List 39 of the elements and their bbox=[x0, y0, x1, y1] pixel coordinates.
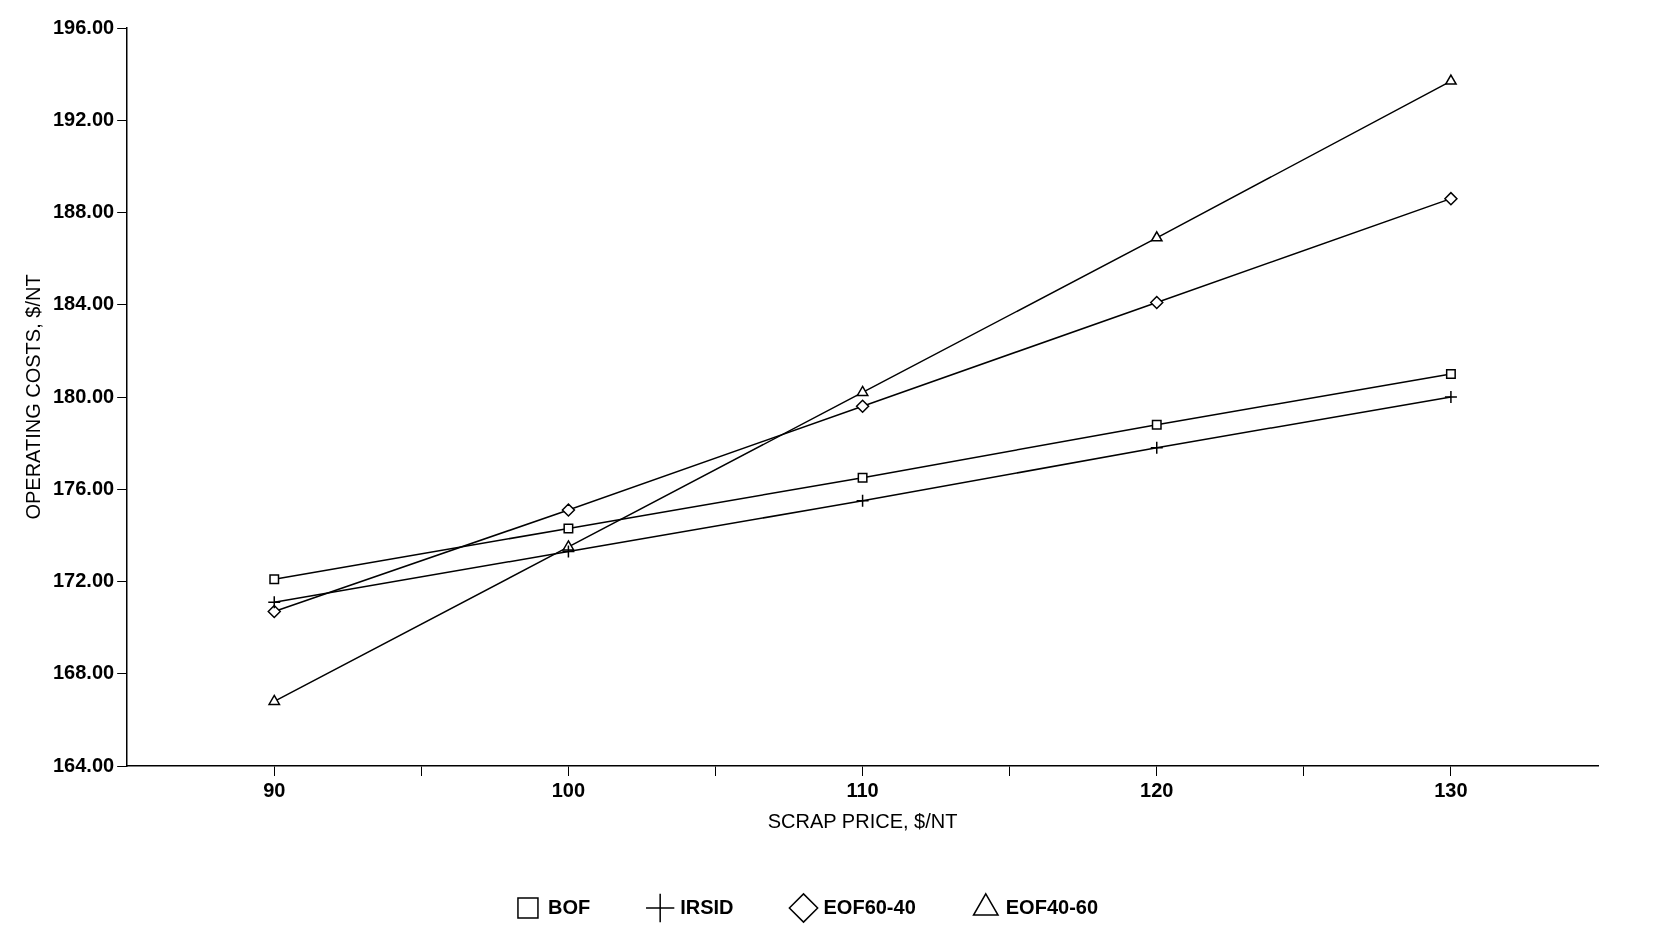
x-tick-label: 120 bbox=[1140, 778, 1174, 801]
legend-label: EOF40-60 bbox=[1005, 895, 1099, 918]
point bbox=[269, 574, 280, 585]
point bbox=[1444, 390, 1458, 404]
point bbox=[561, 544, 576, 559]
point bbox=[855, 399, 870, 413]
point bbox=[561, 503, 576, 517]
point bbox=[1150, 295, 1164, 310]
y-tick-label: 176.00 bbox=[53, 476, 115, 499]
point bbox=[1444, 191, 1458, 206]
y-tick-label: 164.00 bbox=[53, 753, 115, 776]
point bbox=[1150, 440, 1164, 455]
point bbox=[1444, 74, 1457, 85]
x-tick-label: 130 bbox=[1434, 778, 1468, 801]
point bbox=[267, 604, 282, 619]
x-tick-label: 100 bbox=[551, 778, 586, 801]
legend-label: IRSID bbox=[680, 895, 734, 918]
x-axis-title: SCRAP PRICE, $/NT bbox=[767, 809, 958, 832]
legend-label: BOF bbox=[547, 895, 591, 918]
point bbox=[268, 694, 281, 706]
y-tick-label: 184.00 bbox=[53, 292, 115, 315]
point bbox=[563, 523, 574, 534]
y-tick-label: 188.00 bbox=[53, 200, 115, 223]
point bbox=[1150, 231, 1163, 242]
x-tick-label: 110 bbox=[846, 778, 879, 801]
point bbox=[855, 494, 870, 508]
y-tick-label: 192.00 bbox=[53, 107, 115, 130]
y-tick-label: 196.00 bbox=[53, 15, 115, 38]
point bbox=[1151, 419, 1162, 430]
y-axis-title: OPERATING COSTS, $/NT bbox=[21, 274, 44, 520]
point bbox=[857, 472, 868, 483]
y-tick-label: 180.00 bbox=[53, 384, 115, 407]
point bbox=[562, 540, 575, 551]
y-tick-label: 168.00 bbox=[53, 661, 115, 684]
y-tick-label: 172.00 bbox=[53, 569, 115, 592]
legend-label: EOF60-40 bbox=[823, 895, 916, 918]
x-tick-label: 90 bbox=[263, 778, 286, 801]
point bbox=[856, 385, 869, 397]
point bbox=[1445, 368, 1456, 379]
